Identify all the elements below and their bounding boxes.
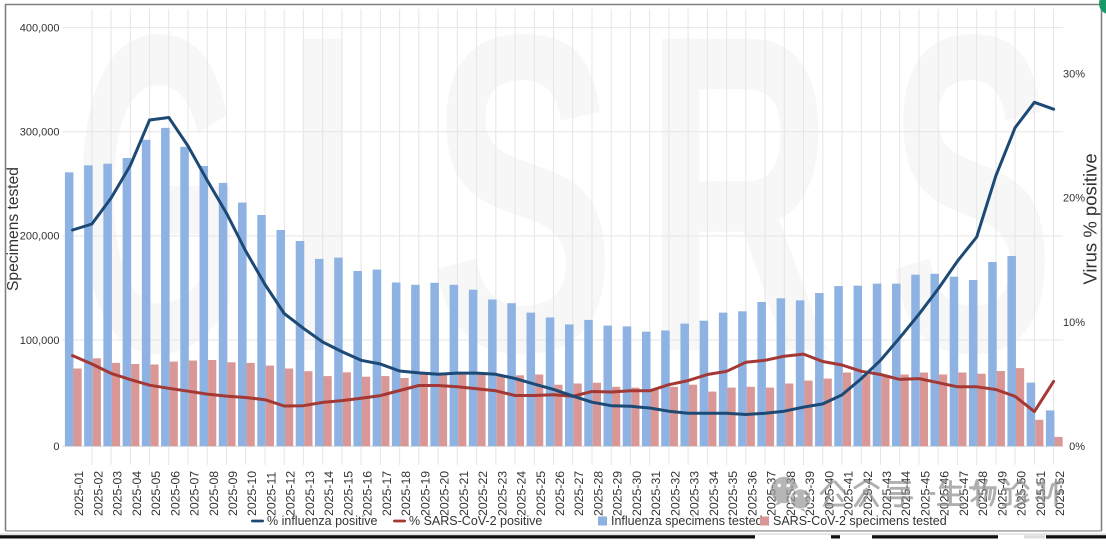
svg-text:2025-47: 2025-47 [957, 471, 971, 516]
svg-text:2025-24: 2025-24 [515, 471, 529, 516]
svg-text:2025-26: 2025-26 [553, 471, 567, 516]
svg-text:2025-02: 2025-02 [91, 471, 105, 516]
svg-text:2025-15: 2025-15 [341, 471, 355, 516]
svg-text:0%: 0% [1069, 441, 1085, 453]
svg-text:2025-34: 2025-34 [707, 471, 721, 516]
svg-text:% SARS-CoV-2 positive: % SARS-CoV-2 positive [409, 514, 542, 528]
svg-text:SARS-CoV-2 specimens tested: SARS-CoV-2 specimens tested [773, 514, 947, 528]
svg-text:2025-08: 2025-08 [207, 471, 221, 516]
svg-text:2025-21: 2025-21 [457, 471, 471, 516]
svg-text:200,000: 200,000 [20, 231, 60, 243]
svg-text:2025-09: 2025-09 [226, 471, 240, 516]
svg-text:Virus % positive: Virus % positive [1080, 153, 1101, 284]
svg-text:2025-06: 2025-06 [168, 471, 182, 516]
svg-text:0: 0 [53, 441, 59, 453]
svg-text:2025-17: 2025-17 [380, 471, 394, 516]
svg-text:Influenza specimens tested: Influenza specimens tested [611, 514, 763, 528]
svg-text:2025-11: 2025-11 [265, 472, 279, 516]
svg-text:400,000: 400,000 [20, 22, 60, 34]
svg-text:Specimens tested: Specimens tested [5, 167, 22, 291]
svg-text:2025-49: 2025-49 [995, 471, 1009, 516]
svg-text:2025-30: 2025-30 [630, 471, 644, 516]
svg-text:2025-35: 2025-35 [726, 471, 740, 516]
svg-text:2025-22: 2025-22 [476, 471, 490, 516]
svg-text:2025-03: 2025-03 [111, 471, 125, 516]
svg-text:2025-31: 2025-31 [649, 471, 663, 516]
svg-text:10%: 10% [1063, 317, 1085, 329]
svg-text:20%: 20% [1063, 193, 1085, 205]
svg-text:2025-36: 2025-36 [745, 471, 759, 516]
svg-text:2025-12: 2025-12 [284, 471, 298, 516]
svg-text:2025-19: 2025-19 [418, 471, 432, 516]
svg-text:2025-51: 2025-51 [1034, 471, 1048, 516]
svg-text:2025-32: 2025-32 [668, 471, 682, 516]
svg-text:2025-13: 2025-13 [303, 471, 317, 516]
svg-text:2025-20: 2025-20 [438, 471, 452, 516]
svg-text:2025-07: 2025-07 [188, 471, 202, 516]
svg-text:2025-16: 2025-16 [361, 471, 375, 516]
svg-text:2025-23: 2025-23 [495, 471, 509, 516]
svg-text:2025-33: 2025-33 [688, 471, 702, 516]
svg-text:2025-01: 2025-01 [72, 471, 86, 516]
svg-text:100,000: 100,000 [20, 335, 60, 347]
svg-text:2025-27: 2025-27 [572, 471, 586, 516]
svg-text:2025-25: 2025-25 [534, 471, 548, 516]
svg-text:2025-04: 2025-04 [130, 471, 144, 516]
svg-text:300,000: 300,000 [20, 127, 60, 139]
svg-text:2025-18: 2025-18 [399, 471, 413, 516]
svg-text:2025-05: 2025-05 [149, 471, 163, 516]
svg-text:2025-45: 2025-45 [919, 471, 933, 516]
svg-text:2025-29: 2025-29 [611, 471, 625, 516]
svg-text:% influenza positive: % influenza positive [267, 514, 378, 528]
svg-text:2025-40: 2025-40 [822, 471, 836, 516]
svg-text:30%: 30% [1063, 68, 1085, 80]
svg-text:2025-14: 2025-14 [322, 471, 336, 516]
svg-text:2025-28: 2025-28 [592, 471, 606, 516]
svg-text:2025-10: 2025-10 [245, 471, 259, 516]
